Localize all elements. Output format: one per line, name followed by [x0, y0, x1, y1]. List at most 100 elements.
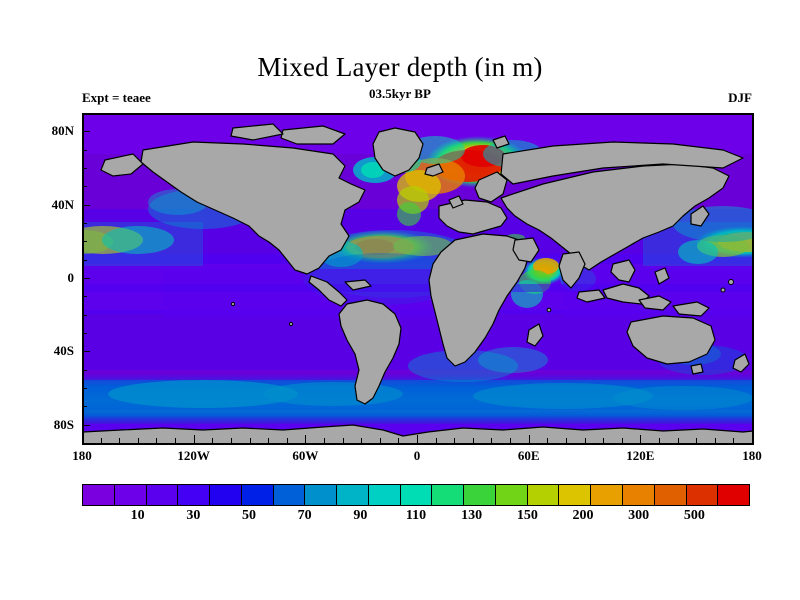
x-tick-mark — [268, 438, 270, 443]
y-tick-mark — [82, 388, 87, 389]
colorbar-swatch — [527, 485, 560, 505]
x-axis: 180 120W 60W 0 60E 120E 180 — [72, 448, 762, 470]
x-tick-mark — [342, 438, 344, 443]
x-tick-mark — [510, 438, 512, 443]
season-label: DJF — [728, 90, 752, 105]
x-tick-mark — [119, 438, 121, 443]
y-tick-mark — [82, 168, 87, 169]
y-tick-mark — [82, 333, 87, 334]
x-tick-label: 180 — [742, 448, 762, 463]
colorbar-swatch — [337, 485, 369, 505]
page-title: Mixed Layer depth (in m) — [257, 52, 543, 82]
y-tick-mark — [82, 259, 87, 261]
colorbar-swatch — [83, 485, 115, 505]
y-tick-label: 0 — [67, 270, 75, 285]
x-tick-mark — [565, 438, 567, 443]
colorbar-tick-label: 70 — [297, 508, 312, 523]
x-tick-mark — [677, 438, 679, 443]
colorbar-tick-label: 150 — [516, 508, 538, 523]
colorbar-swatch — [210, 485, 242, 505]
y-tick-mark — [82, 241, 87, 243]
y-tick-label: 80S — [53, 416, 74, 432]
x-tick-mark — [491, 438, 493, 443]
colorbar-swatch — [654, 485, 687, 505]
y-tick-label: 40N — [51, 196, 74, 212]
colorbar-swatch — [114, 485, 147, 505]
x-tick-label: 0 — [413, 448, 421, 463]
y-tick-mark — [82, 278, 90, 279]
colorbar-swatch — [400, 485, 433, 505]
colorbar-swatch — [432, 485, 465, 505]
y-tick-mark — [82, 149, 87, 151]
colorbar-swatch — [273, 485, 306, 505]
chart-subtitle: 03.5kyr BP — [369, 86, 431, 101]
x-tick-mark — [621, 438, 623, 443]
x-tick-mark — [379, 438, 381, 443]
x-tick-mark — [584, 438, 586, 443]
x-tick-label: 120E — [626, 448, 655, 463]
x-tick-mark — [696, 438, 698, 443]
x-tick-mark — [100, 438, 102, 443]
colorbar-tick-label: 500 — [683, 508, 705, 523]
y-tick-mark — [82, 131, 90, 133]
y-tick-mark — [82, 204, 90, 206]
x-tick-mark — [640, 435, 642, 443]
colorbar-swatch — [495, 485, 528, 505]
colorbar-swatch — [146, 485, 179, 505]
x-tick-label: 120W — [177, 448, 210, 463]
colorbar-swatch — [623, 485, 655, 505]
colorbar-swatch — [305, 485, 338, 505]
x-tick-mark — [398, 438, 400, 443]
x-tick-mark — [528, 435, 530, 443]
map-plot-area — [82, 113, 754, 445]
colorbar-tick-label: 300 — [628, 508, 650, 523]
colorbar-swatch — [241, 485, 274, 505]
x-tick-mark — [658, 438, 660, 443]
x-tick-mark — [156, 438, 158, 443]
experiment-label: Expt = teaee — [82, 90, 151, 105]
x-tick-mark — [417, 435, 418, 443]
x-tick-mark — [212, 438, 214, 443]
colorbar-tick-label: 110 — [405, 508, 427, 523]
x-tick-mark — [472, 438, 474, 443]
colorbar-tick-label: 90 — [353, 508, 368, 523]
colorbar-swatch — [686, 485, 719, 505]
colorbar-swatch — [178, 485, 211, 505]
x-tick-mark — [454, 438, 456, 443]
colorbar-tick-label: 30 — [186, 508, 201, 523]
x-tick-label: 180 — [72, 448, 92, 463]
y-tick-mark — [82, 443, 87, 444]
x-tick-label: 60W — [292, 448, 319, 463]
x-tick-mark — [193, 435, 195, 443]
colorbar — [82, 484, 750, 506]
y-tick-mark — [82, 314, 87, 316]
x-tick-mark — [249, 438, 251, 443]
y-tick-mark — [82, 424, 90, 426]
colorbar-swatch — [464, 485, 496, 505]
x-tick-mark — [230, 438, 232, 443]
colorbar-swatch — [718, 485, 750, 505]
colorbar-swatch — [559, 485, 592, 505]
x-tick-mark — [603, 438, 605, 443]
y-tick-label: 40S — [53, 343, 74, 359]
y-tick-mark — [82, 113, 87, 114]
x-tick-mark — [82, 435, 83, 443]
x-tick-mark — [752, 435, 753, 443]
colorbar-tick-label: 50 — [242, 508, 256, 523]
y-tick-label: 80N — [51, 123, 74, 139]
x-tick-mark — [547, 438, 549, 443]
y-tick-mark — [82, 406, 87, 408]
colorbar-tick-label: 130 — [461, 508, 483, 523]
x-tick-mark — [361, 438, 363, 443]
y-tick-mark — [82, 369, 87, 371]
colorbar-tick-label: 10 — [130, 508, 145, 523]
y-axis: 80N 40N 0 40S 80S — [8, 113, 74, 443]
y-tick-mark — [82, 223, 87, 224]
x-tick-mark — [137, 438, 139, 443]
y-tick-mark — [82, 351, 90, 353]
x-tick-mark — [435, 438, 437, 443]
colorbar-swatch — [591, 485, 624, 505]
x-tick-label: 60E — [517, 448, 540, 463]
colorbar-swatch — [368, 485, 401, 505]
